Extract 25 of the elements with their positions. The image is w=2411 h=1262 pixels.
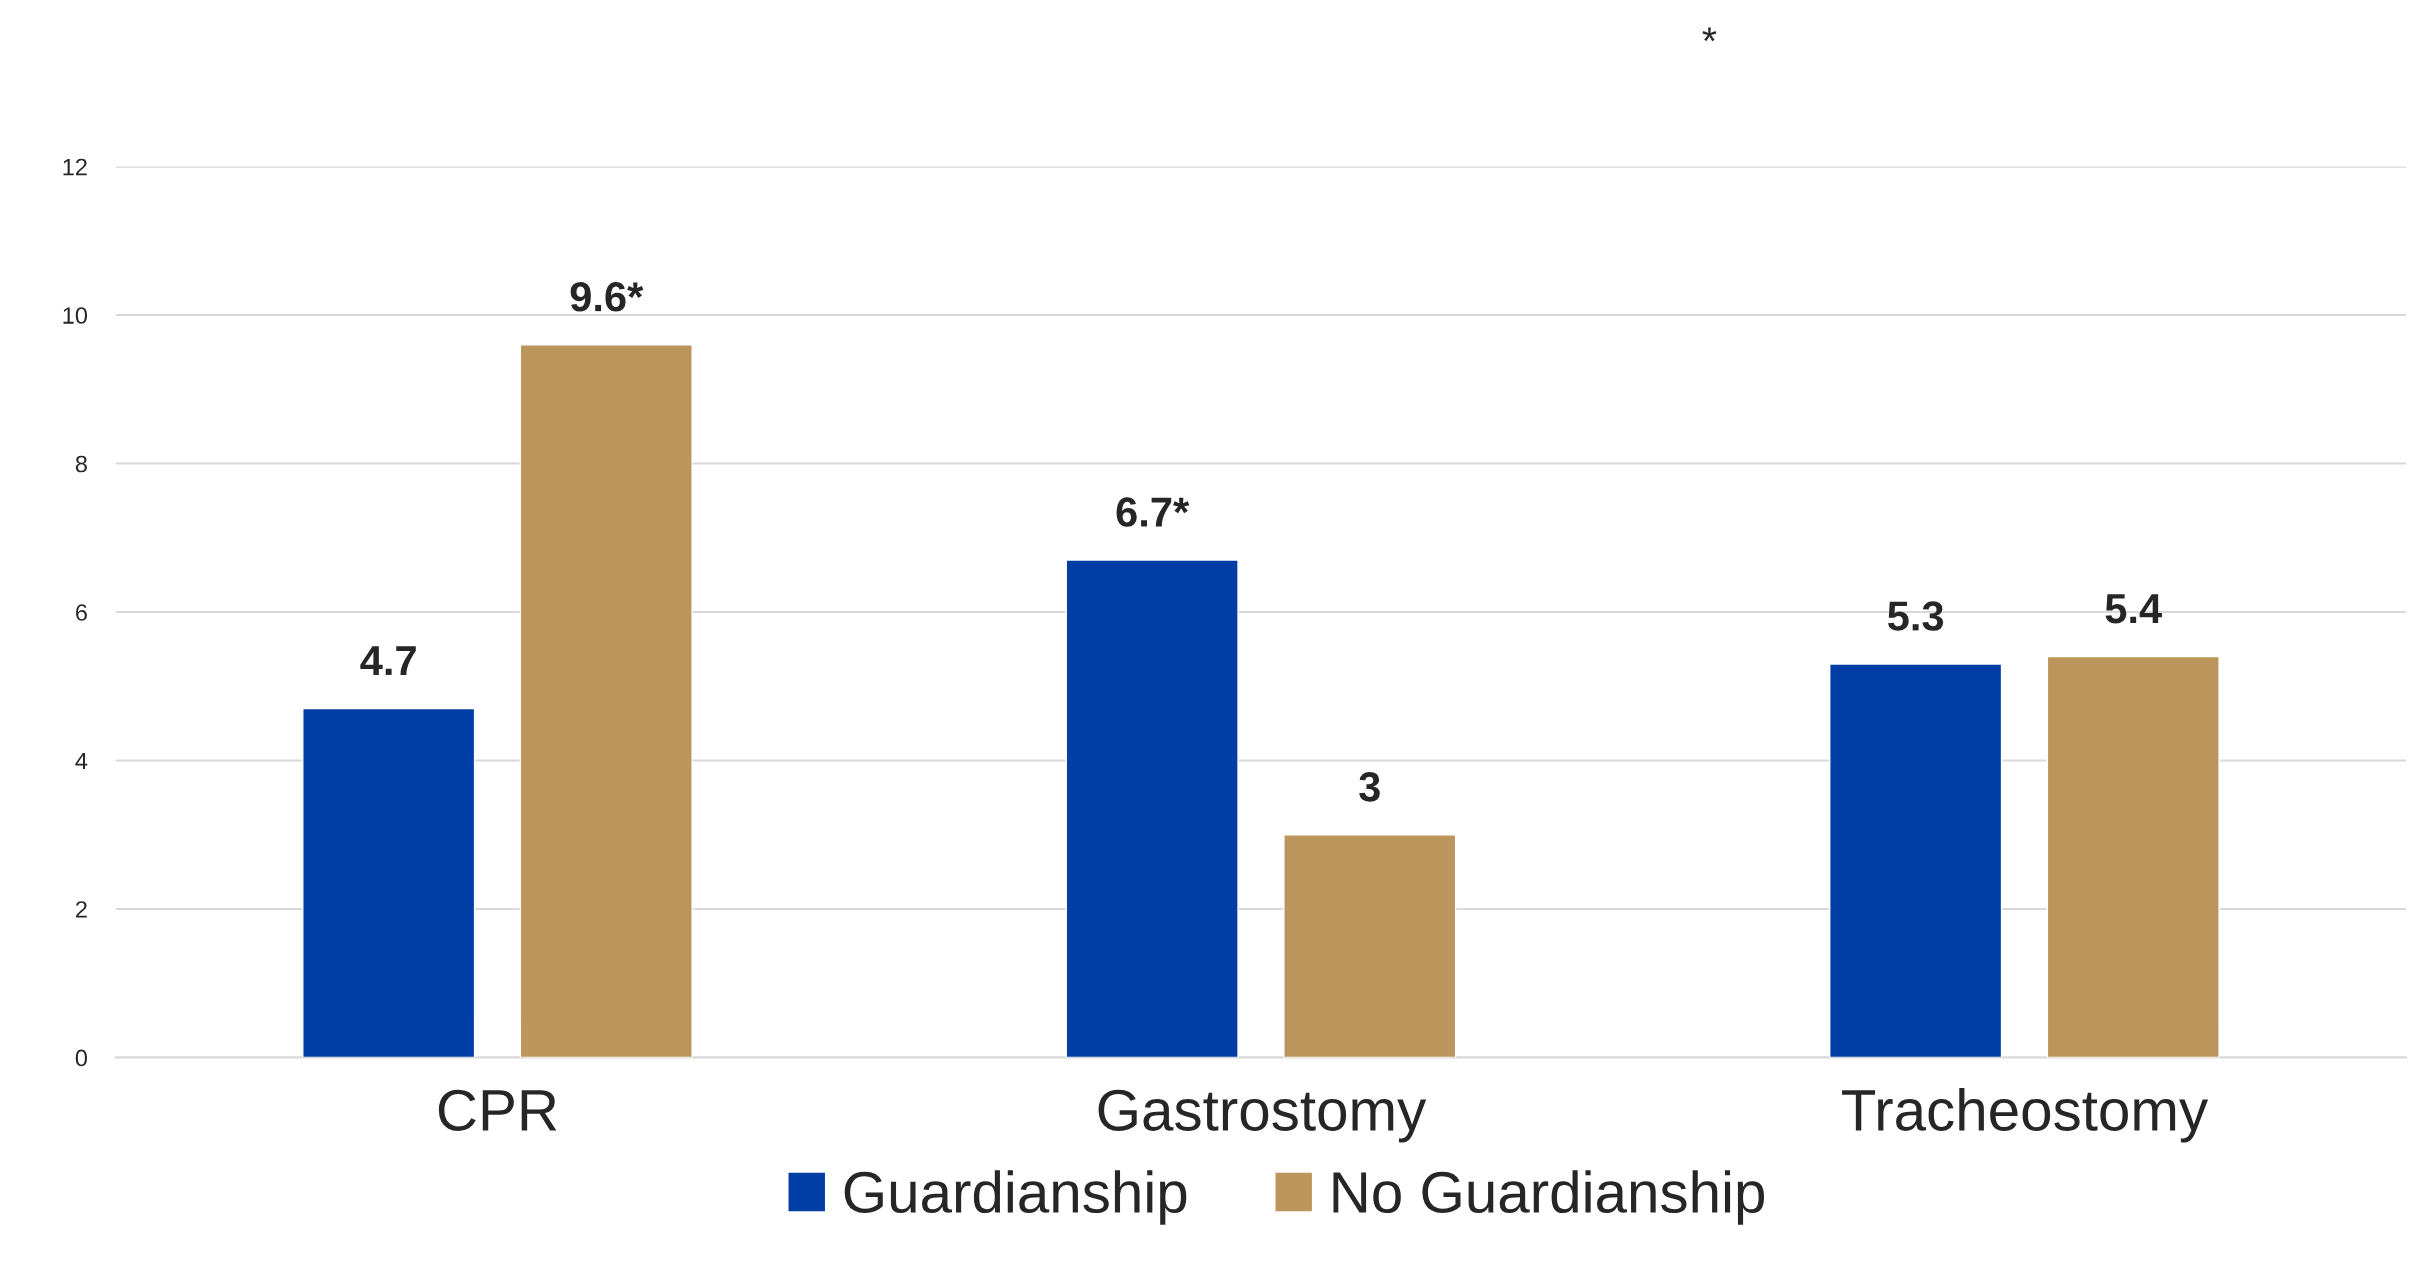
x-tick-label: Tracheostomy: [1842, 1088, 2209, 1143]
data-label: 3: [1359, 772, 1380, 802]
bar: [519, 344, 693, 1058]
y-tick-label: 0: [75, 1049, 88, 1067]
y-tick-label: 4: [75, 752, 88, 770]
bar: [302, 707, 476, 1058]
x-tick-label: Gastrostomy: [1098, 1089, 1427, 1143]
y-tick-label: 6: [76, 604, 87, 621]
y-tick-label: 12: [63, 158, 87, 176]
data-label: 5.4: [2105, 594, 2162, 624]
text: *: [1702, 27, 1717, 42]
data-label: 5.3: [1887, 601, 1944, 631]
legend-label: Guardianship: [844, 1170, 1187, 1225]
data-label: 4.7: [360, 646, 416, 675]
y-tick-label: 10: [63, 307, 88, 324]
bar: [1829, 663, 2003, 1058]
bar: [1065, 559, 1239, 1058]
bar: [2046, 655, 2220, 1058]
bar: [1283, 834, 1457, 1058]
y-tick-label: 2: [76, 901, 87, 918]
data-label: 6.7*: [1116, 497, 1190, 527]
y-tick-label: 8: [75, 455, 87, 473]
x-tick-label: CPR: [438, 1089, 557, 1131]
data-label: 9.6*: [570, 282, 644, 312]
legend-label: No Guardianship: [1333, 1170, 1764, 1225]
